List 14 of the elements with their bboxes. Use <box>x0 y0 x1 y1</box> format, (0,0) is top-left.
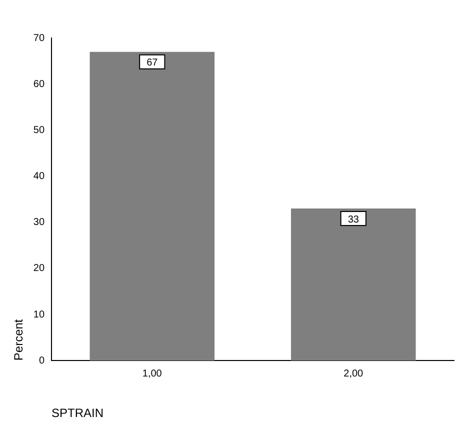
x-axis-title: SPTRAIN <box>52 406 104 420</box>
y-axis-title: Percent <box>12 318 26 361</box>
y-tick-label: 70 <box>33 32 45 44</box>
y-tick-label: 10 <box>33 309 45 320</box>
y-tick-label: 60 <box>33 78 45 90</box>
y-tick-label: 40 <box>33 171 45 182</box>
x-tick-label: 2,00 <box>344 368 364 380</box>
y-tick-label: 50 <box>33 124 45 136</box>
data-label: 67 <box>146 58 158 69</box>
y-tick-label: 0 <box>38 355 45 366</box>
y-tick-label: 20 <box>33 263 45 274</box>
x-tick-label: 1,00 <box>142 368 162 380</box>
data-label: 33 <box>348 214 360 226</box>
y-tick-label: 30 <box>33 217 45 228</box>
